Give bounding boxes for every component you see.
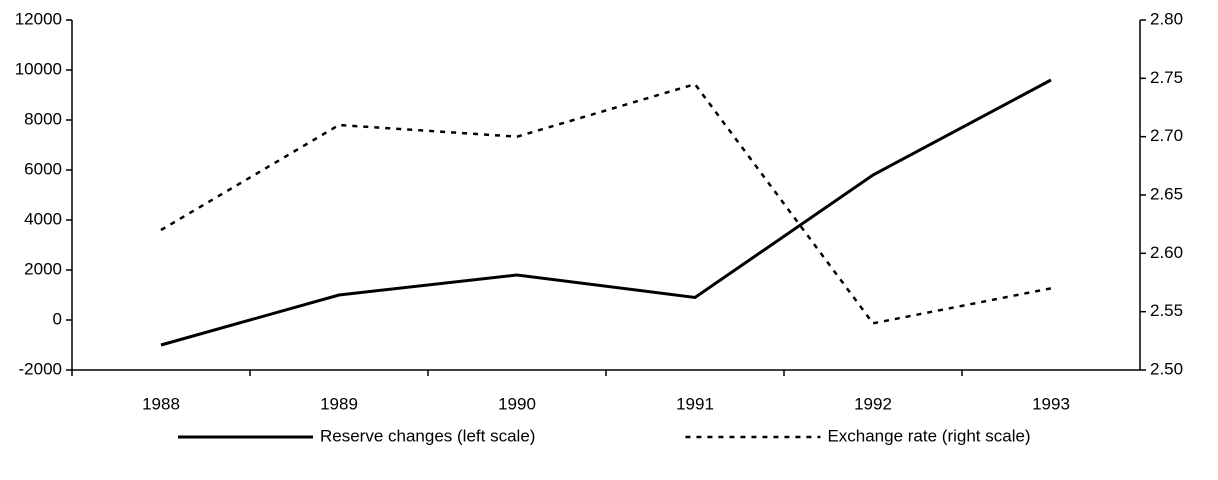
y2-tick-label: 2.80 xyxy=(1150,9,1183,28)
y2-tick-label: 2.75 xyxy=(1150,68,1183,87)
legend-label: Reserve changes (left scale) xyxy=(320,426,535,445)
y2-tick-label: 2.50 xyxy=(1150,359,1183,378)
y2-tick-label: 2.55 xyxy=(1150,301,1183,320)
y-tick-label: 8000 xyxy=(24,109,62,128)
y-tick-label: 12000 xyxy=(15,9,62,28)
y2-tick-label: 2.70 xyxy=(1150,126,1183,145)
y2-tick-label: 2.60 xyxy=(1150,243,1183,262)
x-tick-label: 1991 xyxy=(676,394,714,413)
x-tick-label: 1990 xyxy=(498,394,536,413)
series-line xyxy=(160,78,1052,347)
y-tick-label: 6000 xyxy=(24,159,62,178)
y-tick-label: 10000 xyxy=(15,59,62,78)
y-tick-label: 4000 xyxy=(24,209,62,228)
legend-label: Exchange rate (right scale) xyxy=(827,426,1030,445)
y-tick-label: 2000 xyxy=(24,259,62,278)
x-tick-label: 1988 xyxy=(142,394,180,413)
x-tick-label: 1989 xyxy=(320,394,358,413)
y2-tick-label: 2.65 xyxy=(1150,184,1183,203)
y-tick-label: -2000 xyxy=(19,359,62,378)
x-tick-label: 1993 xyxy=(1032,394,1070,413)
x-tick-label: 1992 xyxy=(854,394,892,413)
y-tick-label: 0 xyxy=(53,309,62,328)
series-line xyxy=(160,82,1052,325)
